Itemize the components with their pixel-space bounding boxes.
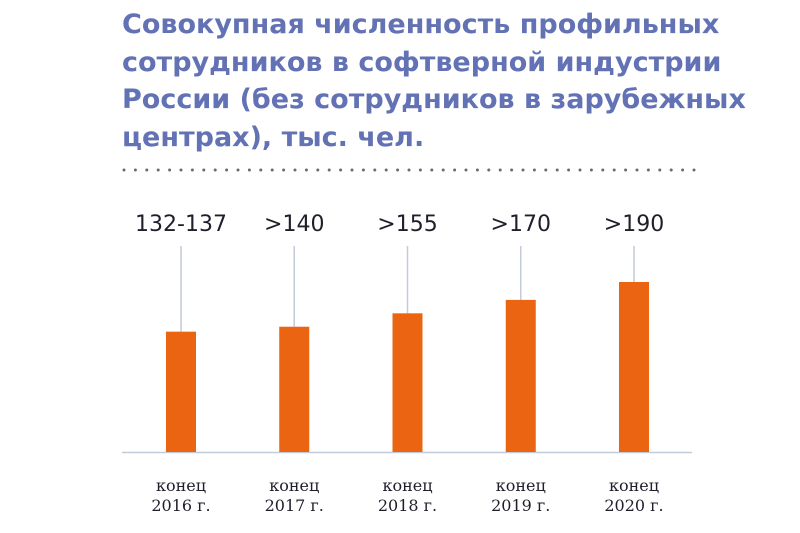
value-label: 132-137 [135, 212, 227, 237]
bar [392, 313, 423, 452]
bar [505, 299, 536, 452]
category-label-line-2: 2016 г. [151, 496, 210, 515]
value-label: >140 [264, 212, 324, 237]
value-label: >155 [377, 212, 437, 237]
value-label: >190 [604, 212, 664, 237]
category-label-line-1: конец [269, 476, 319, 495]
bar [619, 282, 649, 452]
title-line-2: сотрудников в софтверной индустрии [122, 46, 722, 78]
chart-title: Совокупная численность профильных сотруд… [122, 6, 762, 156]
category-label-line-2: 2018 г. [378, 496, 437, 515]
dotted-divider [122, 168, 696, 172]
category-label-line-1: конец [382, 476, 432, 495]
category-label-line-1: конец [609, 476, 659, 495]
bar [279, 326, 310, 452]
value-label: >170 [491, 212, 551, 237]
category-label-line-2: 2020 г. [604, 496, 663, 515]
title-line-3: России (без сотрудников в зарубежных [122, 84, 746, 115]
title-line-1: Совокупная численность профильных [122, 9, 720, 40]
category-label-line-1: конец [496, 476, 546, 495]
title-line-4: центрах), тыс. чел. [122, 121, 425, 153]
category-label-line-2: 2017 г. [265, 496, 324, 515]
category-label-line-1: конец [156, 476, 206, 495]
category-label-line-2: 2019 г. [491, 496, 550, 515]
bar [166, 331, 196, 452]
